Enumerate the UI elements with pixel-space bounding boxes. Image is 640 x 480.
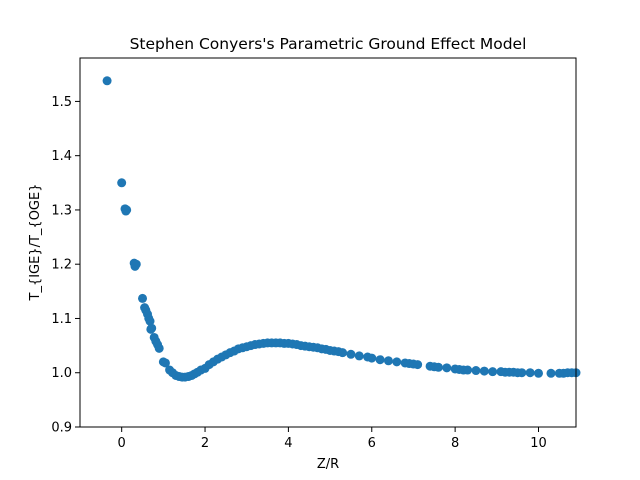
y-tick-label: 1.2 [51,258,72,273]
data-point [375,355,385,365]
data-point [131,259,141,269]
data-point [383,356,393,366]
x-tick-label: 10 [530,436,547,451]
data-point [354,351,364,361]
y-tick-label: 1.4 [51,149,72,164]
data-point [154,343,164,353]
data-point [102,76,112,86]
x-axis-ticks: 0 2 4 6 8 10 [118,427,547,451]
data-point [147,323,157,333]
data-point [517,368,527,378]
data-point [525,368,535,378]
data-point [160,358,170,368]
data-point [488,367,498,377]
x-axis-label: Z/R [317,457,339,472]
x-tick-label: 8 [451,436,459,451]
y-tick-label: 1.1 [51,312,72,327]
x-tick-label: 2 [201,436,209,451]
y-axis-label: T_{IGE}/T_{OGE} [28,184,43,302]
data-point [479,366,489,376]
data-point [533,368,543,378]
chart-title: Stephen Conyers's Parametric Ground Effe… [130,35,527,53]
data-point [392,357,402,367]
data-point [463,365,473,375]
data-point [413,360,423,370]
data-point [471,366,481,376]
plot-frame [79,57,577,428]
x-tick-label: 6 [368,436,376,451]
y-tick-label: 0.9 [51,421,72,436]
y-tick-label: 1.5 [51,95,72,110]
data-point [145,316,155,326]
x-tick-label: 4 [284,436,292,451]
x-tick-label: 0 [118,436,126,451]
data-point [122,205,132,215]
data-point [433,362,443,372]
y-tick-label: 1.3 [51,203,72,218]
data-point [117,178,127,188]
data-point [442,363,452,373]
data-point [338,348,348,358]
y-axis-ticks: 0.9 1.0 1.1 1.2 1.3 1.4 1.5 [51,95,80,436]
y-tick-label: 1.0 [51,366,72,381]
data-point [546,368,556,378]
data-point [138,293,148,303]
data-point [346,349,356,359]
data-points [102,76,581,382]
data-point [367,353,377,363]
